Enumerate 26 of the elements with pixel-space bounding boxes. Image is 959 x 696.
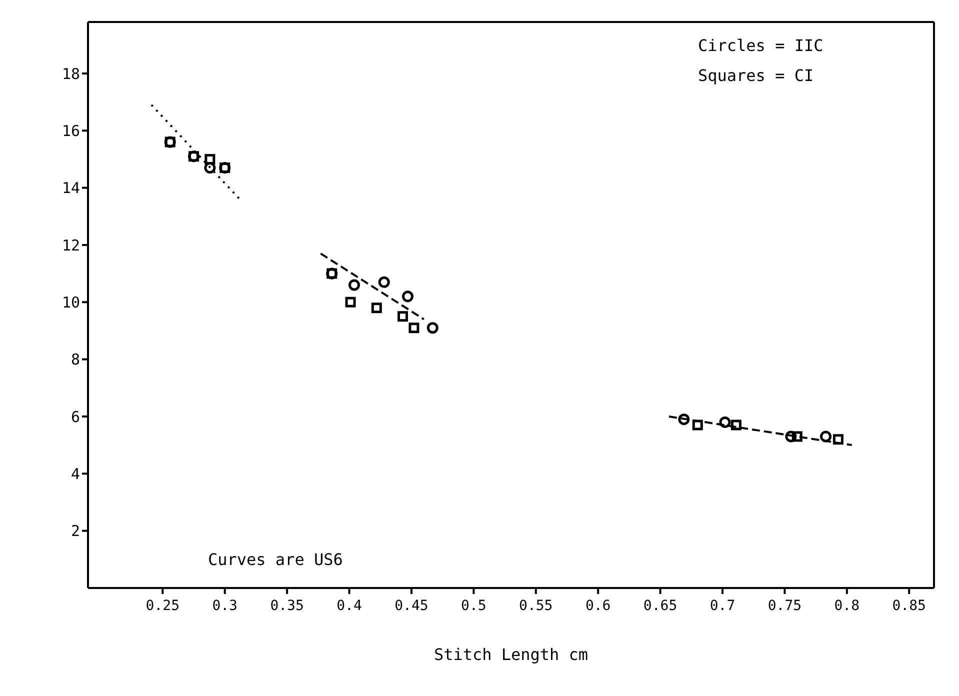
x-tick-label: 0.6 [585, 598, 611, 614]
y-tick-label: 12 [62, 236, 80, 254]
x-tick-label: 0.3 [212, 598, 238, 614]
y-tick-label: 4 [70, 464, 80, 483]
annotation: Squares = CI [698, 66, 814, 85]
x-tick-label: 0.4 [336, 598, 362, 614]
y-tick-label: 6 [70, 408, 80, 426]
x-tick-label: 0.45 [394, 598, 428, 614]
x-tick-label: 0.8 [834, 598, 860, 614]
x-tick-label: 0.85 [892, 598, 926, 614]
x-tick-label: 0.7 [710, 598, 736, 614]
y-tick-label: 16 [62, 122, 80, 140]
x-axis-title: Stitch Length cm [434, 645, 588, 664]
annotation: Curves are US6 [208, 550, 343, 569]
x-tick-label: 0.35 [270, 598, 304, 614]
y-tick-label: 18 [62, 64, 80, 83]
y-tick-label: 8 [70, 350, 80, 369]
y-tick-label: 14 [62, 179, 80, 198]
y-tick-label: 10 [62, 293, 80, 312]
x-tick-label: 0.25 [146, 598, 180, 614]
y-tick-label: 2 [70, 522, 80, 540]
x-tick-label: 0.75 [768, 598, 802, 614]
x-tick-label: 0.55 [519, 598, 553, 614]
x-tick-label: 0.5 [461, 598, 486, 614]
annotation: Circles = IIC [698, 36, 824, 55]
x-tick-label: 0.65 [643, 598, 678, 614]
